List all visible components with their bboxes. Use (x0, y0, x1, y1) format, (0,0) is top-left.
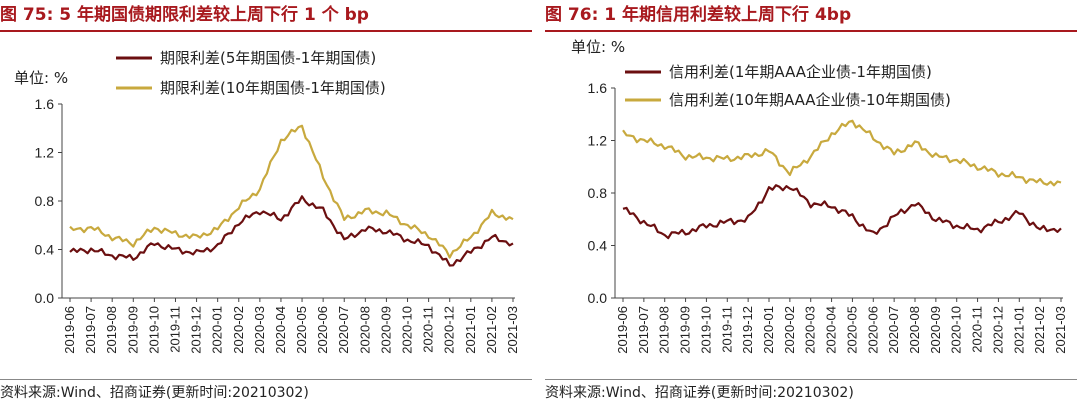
x-tick-label: 2020-10 (949, 306, 964, 354)
chart-panel-left: 图 75: 5 年期国债期限利差较上周下行 1 个 bp 1.6 1.2 0.8 0.… (0, 0, 535, 406)
x-tick-label: 2019-11 (167, 306, 182, 353)
source-note: 资料来源:Wind、招商证券(更新时间:20210302) (0, 385, 309, 401)
chart-title: 图 76: 1 年期信用利差较上周下行 4bp (545, 5, 852, 25)
x-tick-label: 2019-08 (657, 306, 672, 354)
x-tick-label: 2020-01 (210, 306, 225, 354)
x-tick-label: 2019-06 (615, 306, 630, 354)
series-line-1 (69, 195, 514, 267)
legend-label: 信用利差(1年期AAA企业债-1年期国债) (669, 63, 932, 81)
x-tick-label: 2019-12 (189, 306, 204, 354)
y-tick-label: 1.6 (35, 96, 55, 112)
title-divider (545, 30, 1077, 32)
x-tick-label: 2020-09 (928, 306, 943, 354)
x-tick-label: 2020-02 (231, 306, 246, 354)
y-tick-label: 1.2 (35, 145, 55, 161)
x-tick-label: 2019-06 (62, 306, 77, 354)
x-tick-label: 2020-07 (336, 306, 351, 354)
series-line-2 (69, 124, 514, 259)
title-divider (0, 30, 532, 32)
y-tick-label: 0.4 (35, 242, 55, 258)
x-tick-label: 2019-12 (740, 306, 755, 354)
x-tick-label: 2020-05 (294, 306, 309, 354)
chart-title: 图 75: 5 年期国债期限利差较上周下行 1 个 bp (0, 5, 369, 25)
x-tick-label: 2019-09 (678, 306, 693, 354)
x-tick-label: 2020-12 (990, 306, 1005, 354)
unit-label: 单位: % (571, 38, 625, 56)
legend-label: 信用利差(10年期AAA企业债-10年期国债) (669, 91, 951, 109)
x-tick-label: 2021-02 (1032, 306, 1047, 354)
x-tick-label: 2019-08 (104, 306, 119, 354)
x-tick-label: 2021-01 (1011, 306, 1026, 354)
x-tick-label: 2020-05 (844, 306, 859, 354)
source-divider (0, 379, 532, 380)
series-line-2 (622, 119, 1062, 187)
x-tick-label: 2020-06 (865, 306, 880, 354)
x-tick-label: 2021-03 (505, 306, 520, 354)
x-tick-label: 2020-04 (273, 306, 288, 354)
y-tick-label: 0.8 (588, 185, 608, 201)
x-tick-label: 2019-10 (698, 306, 713, 354)
x-tick-label: 2020-06 (315, 306, 330, 354)
unit-label: 单位: % (14, 69, 68, 87)
legend-label: 期限利差(5年期国债-1年期国债) (160, 49, 376, 67)
x-tick-label: 2020-01 (761, 306, 776, 354)
x-tick-label: 2021-03 (1053, 306, 1068, 354)
x-tick-label: 2019-07 (83, 306, 98, 354)
x-tick-label: 2020-11 (970, 306, 985, 353)
y-tick-label: 1.2 (588, 133, 608, 149)
y-tick-label: 1.6 (588, 80, 608, 96)
x-tick-label: 2019-11 (719, 306, 734, 353)
x-tick-label: 2021-02 (484, 306, 499, 354)
line-chart-credit-spread: 1.6 1.2 0.8 0.4 0.0 2019-06 2019-07 2019-08 2019… (571, 38, 1068, 354)
x-tick-label: 2020-10 (400, 306, 415, 354)
y-tick-label: 0.0 (588, 290, 608, 306)
x-tick-label: 2020-11 (421, 306, 436, 353)
y-tick-label: 0.8 (35, 193, 55, 209)
line-chart-term-spread: 1.6 1.2 0.8 0.4 0.0 2019-06 2019-07 2019-08 2019… (14, 49, 520, 354)
y-tick-label: 0.0 (35, 290, 55, 306)
x-tick-label: 2020-07 (886, 306, 901, 354)
series-line-1 (622, 184, 1062, 240)
source-note: 资料来源:Wind、招商证券(更新时间:20210302) (545, 385, 854, 401)
x-tick-label: 2020-04 (824, 306, 839, 354)
x-tick-label: 2020-02 (782, 306, 797, 354)
x-tick-label: 2020-12 (442, 306, 457, 354)
chart-panel-right: 图 76: 1 年期信用利差较上周下行 4bp 1.6 1.2 0.8 0.4 0.0 2… (545, 0, 1080, 406)
source-divider (545, 379, 1077, 380)
x-tick-label: 2020-08 (357, 306, 372, 354)
x-tick-label: 2019-10 (146, 306, 161, 354)
x-tick-label: 2021-01 (463, 306, 478, 354)
y-tick-label: 0.4 (588, 238, 608, 254)
x-tick-label: 2020-08 (907, 306, 922, 354)
x-tick-label: 2019-09 (125, 306, 140, 354)
x-tick-label: 2020-03 (803, 306, 818, 354)
x-tick-label: 2020-09 (378, 306, 393, 354)
x-tick-label: 2019-07 (636, 306, 651, 354)
legend-label: 期限利差(10年期国债-1年期国债) (160, 79, 386, 97)
x-tick-label: 2020-03 (252, 306, 267, 354)
